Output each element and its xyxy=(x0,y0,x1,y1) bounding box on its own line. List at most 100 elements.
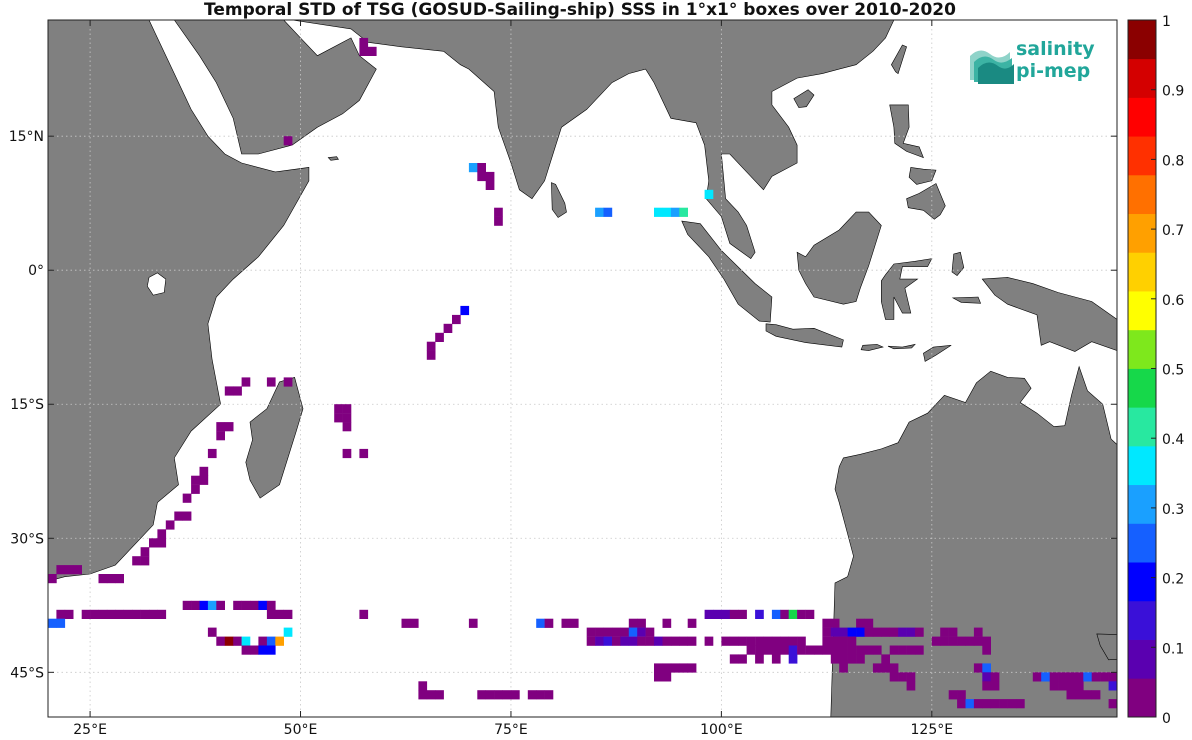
std-cell xyxy=(780,636,789,646)
colorbar-segment xyxy=(1128,639,1156,679)
std-cell xyxy=(881,663,890,673)
std-cell xyxy=(401,618,411,628)
std-cell xyxy=(645,636,655,646)
borneo-land xyxy=(796,211,882,305)
std-cell xyxy=(898,672,907,682)
std-cell xyxy=(342,404,352,414)
std-cell xyxy=(485,180,495,190)
std-cell xyxy=(755,636,764,646)
std-cell xyxy=(586,636,596,646)
std-cell xyxy=(207,600,217,610)
std-cell xyxy=(241,600,251,610)
std-cell xyxy=(662,618,672,628)
land-layer xyxy=(48,20,1117,717)
std-cell xyxy=(115,609,124,619)
std-cell xyxy=(452,314,461,325)
std-cell xyxy=(982,681,991,691)
std-cell xyxy=(620,627,630,637)
std-cell xyxy=(729,636,739,646)
std-cell xyxy=(847,627,857,637)
std-cell xyxy=(426,341,436,351)
std-cell xyxy=(1066,672,1076,682)
socotra-land xyxy=(327,156,339,161)
std-cell xyxy=(940,636,949,646)
std-cell xyxy=(721,609,731,619)
std-cell xyxy=(645,627,655,637)
std-cell xyxy=(906,681,916,691)
std-cell xyxy=(637,627,646,637)
std-cell xyxy=(670,636,680,646)
std-cell xyxy=(973,663,983,673)
std-cell xyxy=(224,422,234,432)
std-cell xyxy=(182,511,192,521)
std-cell xyxy=(889,672,899,682)
std-cell xyxy=(654,636,663,646)
hainan-land xyxy=(793,89,815,108)
philippines-mid-land xyxy=(908,167,937,185)
std-cell xyxy=(755,654,764,664)
std-cell xyxy=(687,618,697,628)
std-cell xyxy=(435,690,444,700)
std-cell xyxy=(595,627,604,637)
halmahera-land xyxy=(951,251,965,277)
std-cell xyxy=(115,574,124,584)
std-cell xyxy=(207,627,217,637)
std-cell xyxy=(713,609,722,619)
std-cell xyxy=(73,565,82,575)
std-cell xyxy=(839,645,848,655)
std-cell xyxy=(856,654,865,664)
std-cell xyxy=(511,690,520,700)
std-cell xyxy=(755,645,764,655)
lake-victoria xyxy=(146,272,167,296)
std-cell xyxy=(250,600,259,610)
logo-text-salinity: salinity xyxy=(1016,38,1095,60)
std-cell xyxy=(973,636,983,646)
std-cell xyxy=(468,618,478,628)
std-cell xyxy=(418,690,428,700)
y-ticks: 15°N 0° 15°S 30°S 45°S xyxy=(9,129,1117,681)
colorbar-segment xyxy=(1128,407,1156,447)
std-cell xyxy=(216,422,225,432)
std-cell xyxy=(157,529,167,539)
colorbar-tick-label: 0.1 xyxy=(1162,641,1184,657)
std-cell xyxy=(502,690,512,700)
colorbar-ticks: 0 0.1 0.2 0.3 0.4 0.5 0.6 0.7 0.8 0.9 1 xyxy=(1151,14,1184,727)
std-cell xyxy=(788,645,798,655)
std-cell xyxy=(191,484,200,494)
std-cell xyxy=(342,413,352,423)
colorbar-tick-label: 1 xyxy=(1162,14,1171,30)
std-cell xyxy=(207,448,217,459)
colorbar-segment xyxy=(1128,445,1156,486)
std-cell xyxy=(704,189,714,199)
std-cell xyxy=(98,609,108,619)
std-cell xyxy=(165,520,175,530)
std-cell xyxy=(494,690,503,700)
newguinea-land xyxy=(981,277,1117,352)
std-cell xyxy=(527,690,537,700)
std-cell xyxy=(906,672,916,682)
sumbawa-land xyxy=(860,344,884,351)
std-cell xyxy=(1066,681,1076,691)
std-cell xyxy=(881,654,890,664)
std-cell xyxy=(485,690,495,700)
colorbar-segment xyxy=(1128,58,1156,98)
asia-land xyxy=(292,20,895,260)
std-cell xyxy=(1058,681,1067,691)
std-cell xyxy=(830,654,840,664)
std-cell xyxy=(704,609,714,619)
std-cell xyxy=(957,690,966,700)
std-cell xyxy=(872,627,882,637)
std-cell xyxy=(443,323,453,333)
std-cell xyxy=(687,636,697,646)
std-cell xyxy=(418,681,428,691)
std-cell xyxy=(48,618,57,628)
std-cell xyxy=(182,493,192,503)
std-cell xyxy=(182,600,192,610)
std-cell xyxy=(763,636,773,646)
y-tick-label: 30°S xyxy=(10,531,44,547)
std-cell xyxy=(250,645,259,655)
std-cell xyxy=(679,207,688,217)
std-cell xyxy=(132,556,141,566)
std-cell xyxy=(1007,699,1017,709)
std-cell xyxy=(1032,672,1042,682)
